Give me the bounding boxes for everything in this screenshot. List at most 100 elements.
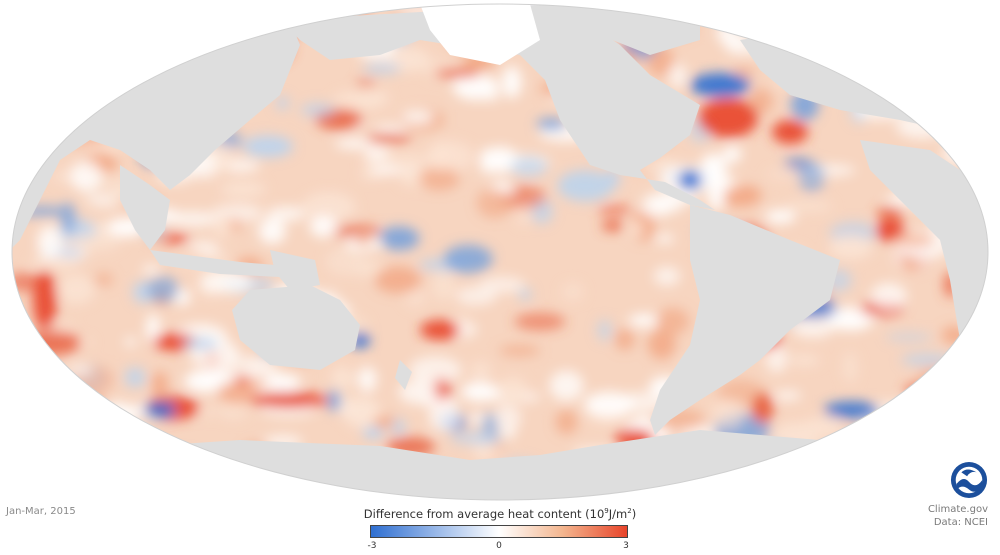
anomaly-blob bbox=[640, 199, 672, 217]
anomaly-blob bbox=[217, 400, 249, 420]
anomaly-blob bbox=[12, 109, 20, 120]
anomaly-blob bbox=[142, 264, 161, 274]
anomaly-blob bbox=[561, 282, 584, 301]
anomaly-blob bbox=[656, 234, 674, 244]
anomaly-blob bbox=[300, 103, 336, 117]
anomaly-blob bbox=[711, 399, 744, 429]
anomaly-blob bbox=[60, 202, 76, 234]
anomaly-blob bbox=[355, 78, 376, 88]
anomaly-blob bbox=[330, 366, 354, 391]
anomaly-blob bbox=[939, 112, 968, 130]
anomaly-blob bbox=[976, 307, 988, 329]
anomaly-blob bbox=[152, 371, 168, 397]
anomaly-blob bbox=[174, 289, 190, 306]
land-new-guinea bbox=[270, 250, 320, 290]
anomaly-blob bbox=[357, 366, 377, 393]
anomaly-blob bbox=[549, 370, 584, 401]
anomaly-blob bbox=[773, 391, 802, 400]
anomaly-blob bbox=[816, 32, 838, 57]
anomaly-blob bbox=[557, 170, 614, 202]
anomaly-feature bbox=[772, 120, 808, 144]
anomaly-blob bbox=[518, 288, 532, 300]
anomaly-blob bbox=[373, 415, 396, 429]
anomaly-blob bbox=[243, 135, 293, 158]
anomaly-blob bbox=[896, 11, 951, 24]
anomaly-blob bbox=[718, 184, 762, 207]
anomaly-blob bbox=[933, 379, 958, 411]
globe-outline bbox=[11, 3, 989, 501]
anomaly-blob bbox=[362, 62, 402, 75]
anomaly-blob bbox=[493, 405, 522, 432]
anomaly-blob bbox=[956, 353, 988, 372]
anomaly-blob bbox=[199, 271, 252, 294]
anomaly-blob bbox=[827, 317, 871, 330]
anomaly-blob bbox=[12, 408, 17, 422]
anomaly-blob bbox=[860, 415, 888, 447]
anomaly-blob bbox=[83, 43, 123, 65]
legend-mid-label: 0 bbox=[496, 541, 502, 551]
anomaly-blob bbox=[393, 150, 428, 178]
anomaly-blob bbox=[897, 476, 932, 500]
anomaly-blob bbox=[514, 312, 566, 331]
land-arctic-ice bbox=[420, 4, 540, 65]
anomaly-blob bbox=[233, 374, 251, 386]
anomaly-blob bbox=[12, 116, 17, 148]
anomaly-blob bbox=[229, 473, 280, 489]
anomaly-blob bbox=[401, 109, 434, 125]
land-south-america bbox=[650, 205, 840, 435]
anomaly-blob bbox=[145, 313, 161, 344]
anomaly-blob bbox=[964, 104, 988, 133]
anomaly-blob bbox=[325, 247, 367, 276]
anomaly-blob bbox=[479, 148, 495, 175]
anomaly-blob bbox=[143, 4, 196, 20]
anomaly-blob bbox=[147, 276, 180, 303]
anomaly-blob bbox=[37, 225, 63, 258]
anomaly-blob bbox=[796, 452, 841, 461]
anomaly-blob bbox=[842, 351, 858, 383]
anomaly-blob bbox=[29, 427, 76, 444]
anomaly-blob bbox=[764, 209, 796, 224]
anomaly-feature bbox=[690, 73, 750, 97]
land-north-america bbox=[280, 4, 715, 210]
anomaly-blob bbox=[969, 352, 988, 371]
anomaly-blob bbox=[933, 94, 981, 124]
anomaly-blob bbox=[85, 461, 110, 485]
anomaly-blob bbox=[758, 473, 781, 489]
anomaly-feature bbox=[698, 98, 758, 138]
anomaly-blob bbox=[817, 25, 849, 50]
anomaly-blob bbox=[628, 314, 661, 327]
anomaly-blob bbox=[555, 409, 578, 435]
anomaly-blob bbox=[106, 467, 124, 499]
anomaly-blob bbox=[792, 318, 834, 338]
anomaly-blob bbox=[941, 326, 970, 345]
legend-max-label: 3 bbox=[623, 541, 629, 551]
credit-data: Data: NCEI bbox=[933, 517, 988, 528]
anomaly-blob bbox=[780, 483, 837, 495]
anomaly-feature bbox=[144, 402, 176, 418]
anomaly-blob bbox=[65, 233, 122, 252]
anomaly-blob bbox=[93, 273, 114, 286]
anomaly-blob bbox=[975, 405, 988, 422]
anomaly-blob bbox=[373, 124, 409, 133]
anomaly-blob bbox=[429, 141, 452, 170]
anomaly-blob bbox=[12, 87, 39, 106]
date-label: Jan-Mar, 2015 bbox=[6, 506, 76, 517]
anomaly-blob bbox=[869, 4, 919, 24]
anomaly-blob bbox=[868, 419, 907, 437]
anomaly-blob bbox=[356, 235, 371, 246]
anomaly-blob bbox=[655, 307, 690, 335]
anomaly-blob bbox=[12, 137, 27, 147]
anomaly-blob bbox=[12, 420, 22, 450]
legend-min-label: -3 bbox=[367, 541, 377, 551]
anomaly-blob bbox=[408, 356, 462, 384]
anomaly-blob bbox=[301, 192, 356, 223]
anomaly-blob bbox=[584, 391, 635, 417]
anomaly-blob bbox=[149, 452, 202, 465]
anomaly-blob bbox=[614, 328, 635, 351]
anomaly-blob bbox=[75, 441, 108, 460]
anomaly-blob bbox=[57, 274, 96, 305]
anomaly-blob bbox=[830, 479, 849, 490]
anomaly-blob bbox=[501, 66, 522, 99]
land-australia bbox=[232, 285, 360, 370]
anomaly-blob bbox=[362, 427, 385, 439]
